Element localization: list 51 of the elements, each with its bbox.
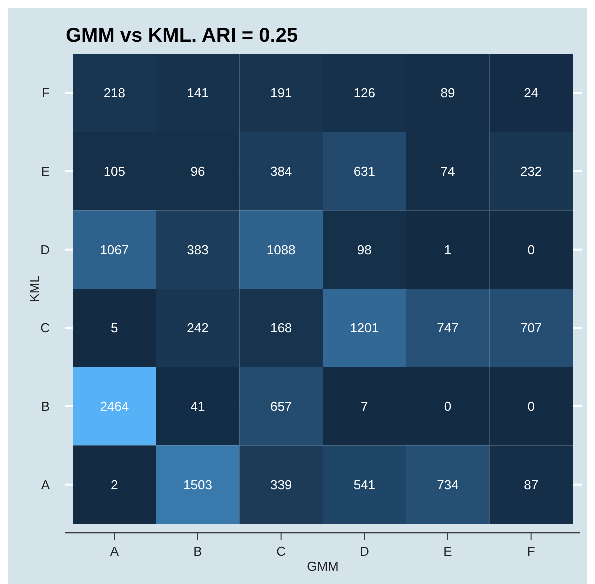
- data-label: 218: [104, 86, 126, 101]
- data-label: 339: [270, 477, 292, 492]
- data-label: 191: [270, 86, 292, 101]
- x-tick-label: F: [527, 544, 536, 559]
- data-label: 707: [520, 320, 542, 336]
- y-tick-label: B: [41, 399, 50, 414]
- data-label: 747: [437, 320, 459, 336]
- data-label: 384: [270, 164, 292, 180]
- y-tick-label: C: [40, 320, 50, 336]
- data-label: 7: [361, 399, 368, 414]
- x-tick-label: C: [276, 544, 286, 559]
- y-tick-label: A: [41, 477, 50, 492]
- data-label: 383: [187, 242, 209, 258]
- data-label: 0: [528, 242, 535, 258]
- data-label: 5: [111, 320, 118, 336]
- data-label: 657: [270, 399, 292, 414]
- data-label: 74: [440, 164, 456, 180]
- y-tick-label: D: [40, 242, 50, 258]
- x-tick-label: A: [110, 544, 120, 559]
- data-label: 1088: [266, 242, 296, 258]
- data-label: 631: [354, 164, 376, 180]
- data-label: 242: [187, 320, 209, 336]
- data-label: 2464: [100, 399, 130, 414]
- data-label: 89: [440, 86, 456, 101]
- data-label: 1503: [184, 477, 212, 492]
- data-label: 96: [190, 164, 206, 180]
- data-label: 1: [444, 242, 452, 258]
- data-label: 41: [190, 399, 206, 414]
- x-tick-label: D: [360, 544, 370, 559]
- data-label: 98: [357, 242, 372, 258]
- chart-title: GMM vs KML. ARI = 0.25: [66, 25, 298, 47]
- x-tick-label: E: [444, 544, 453, 559]
- data-label: 232: [520, 164, 542, 180]
- data-label: 126: [354, 86, 376, 101]
- data-label: 105: [104, 164, 126, 180]
- y-axis-title: KML: [27, 276, 42, 302]
- x-tick-label: B: [194, 544, 202, 559]
- data-label: 87: [524, 477, 539, 492]
- data-label: 1201: [350, 320, 380, 336]
- y-tick-label: F: [42, 86, 50, 101]
- data-label: 1067: [100, 242, 130, 258]
- data-label: 734: [437, 477, 459, 492]
- data-label: 0: [528, 399, 535, 414]
- data-label: 541: [354, 477, 376, 492]
- data-label: 168: [270, 320, 292, 336]
- x-axis-title: GMM: [307, 559, 339, 574]
- data-label: 2: [111, 477, 118, 492]
- data-label: 24: [524, 86, 539, 101]
- y-tick-label: E: [41, 164, 50, 180]
- data-label: 141: [187, 86, 209, 101]
- data-label: 0: [444, 399, 452, 414]
